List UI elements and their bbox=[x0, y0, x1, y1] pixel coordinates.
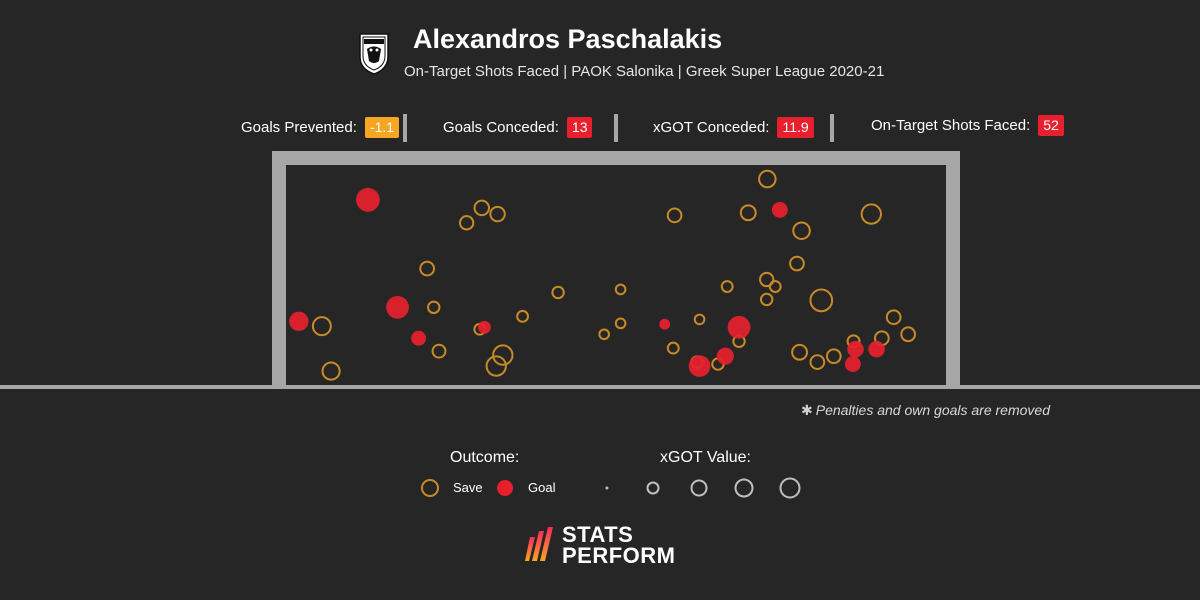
save-shot-point bbox=[693, 313, 706, 326]
save-shot-point bbox=[666, 341, 680, 355]
legend-size-marker bbox=[646, 481, 660, 495]
save-shot-point bbox=[614, 283, 627, 296]
goal-shot-point bbox=[844, 356, 861, 373]
stat-value: -1.1 bbox=[364, 116, 400, 138]
save-shot-point bbox=[900, 326, 917, 343]
stat-value: 13 bbox=[566, 116, 593, 138]
save-shot-point bbox=[768, 280, 782, 293]
goal-shot-point bbox=[847, 340, 864, 358]
save-shot-point bbox=[825, 348, 842, 365]
save-shot-point bbox=[759, 292, 774, 307]
save-shot-point bbox=[458, 215, 475, 231]
legend-save-marker bbox=[421, 479, 439, 497]
save-shot-point bbox=[759, 271, 775, 288]
save-shot-point bbox=[666, 207, 683, 224]
page-subtitle: On-Target Shots Faced | PAOK Salonika | … bbox=[404, 63, 885, 80]
legend-size-marker bbox=[605, 486, 609, 490]
goal-shot-point bbox=[659, 318, 671, 330]
save-shot-point bbox=[311, 316, 332, 337]
stat-divider bbox=[830, 114, 834, 142]
save-shot-point bbox=[860, 203, 882, 225]
legend bbox=[421, 477, 801, 499]
save-shot-point bbox=[809, 288, 834, 313]
stat-label: Goals Conceded: bbox=[443, 118, 559, 136]
stat-shots-faced: On-Target Shots Faced: 52 bbox=[871, 114, 1064, 136]
goal-shot-point bbox=[716, 347, 734, 365]
save-shot-point bbox=[614, 317, 627, 330]
save-shot-point bbox=[492, 344, 514, 366]
save-shot-point bbox=[551, 285, 565, 300]
save-shot-point bbox=[739, 204, 757, 222]
save-shot-point bbox=[792, 221, 811, 240]
goal-shot-point bbox=[727, 315, 751, 339]
save-shot-point bbox=[758, 169, 777, 189]
stats-perform-logo-text: STATS PERFORM bbox=[562, 522, 676, 568]
stat-divider bbox=[614, 114, 618, 142]
save-shot-point bbox=[321, 361, 341, 381]
goal-shot-point bbox=[411, 330, 427, 346]
stat-xgot-conceded: xGOT Conceded: 11.9 bbox=[653, 116, 814, 138]
goal-shot-point bbox=[688, 355, 711, 377]
save-shot-point bbox=[489, 205, 506, 223]
save-shot-point bbox=[720, 280, 734, 293]
stat-goals-prevented: Goals Prevented: -1.1 bbox=[241, 116, 400, 138]
stat-label: On-Target Shots Faced: bbox=[871, 116, 1031, 134]
save-shot-point bbox=[516, 309, 529, 323]
legend-size-marker bbox=[779, 477, 801, 499]
goal-shot-point bbox=[868, 340, 885, 358]
save-shot-point bbox=[431, 343, 447, 359]
goal-shot-point bbox=[771, 201, 788, 218]
legend-xgot-title: xGOT Value: bbox=[660, 449, 751, 466]
paok-crest-icon bbox=[359, 33, 389, 75]
save-shot-point bbox=[809, 354, 826, 370]
stat-divider bbox=[403, 114, 407, 142]
stat-goals-conceded: Goals Conceded: 13 bbox=[443, 116, 593, 138]
stat-value: 11.9 bbox=[777, 116, 814, 138]
goal-frame bbox=[272, 151, 960, 387]
save-shot-point bbox=[485, 355, 507, 377]
goal-shot-point bbox=[289, 311, 309, 332]
goal-shot-point bbox=[477, 320, 491, 334]
asterisk-icon: ✱ bbox=[801, 402, 813, 418]
page-title: Alexandros Paschalakis bbox=[413, 24, 723, 54]
goal-mouth-chart bbox=[0, 151, 1200, 389]
footnote-text: Penalties and own goals are removed bbox=[815, 402, 1050, 418]
logo-line-2: PERFORM bbox=[562, 543, 676, 568]
save-shot-point bbox=[885, 309, 902, 326]
save-shot-point bbox=[427, 300, 441, 315]
legend-size-marker bbox=[690, 479, 708, 497]
legend-outcome-title: Outcome: bbox=[450, 449, 520, 466]
stat-label: Goals Prevented: bbox=[241, 118, 357, 136]
legend-save-label: Save bbox=[453, 480, 483, 495]
save-shot-point bbox=[473, 199, 491, 217]
goal-shot-point bbox=[356, 187, 380, 212]
legend-size-marker bbox=[734, 478, 754, 498]
save-shot-point bbox=[791, 343, 809, 361]
legend-goal-marker bbox=[497, 480, 513, 496]
stats-perform-logo-icon bbox=[525, 527, 553, 561]
stat-value: 52 bbox=[1038, 114, 1064, 136]
legend-goal-label: Goal bbox=[528, 480, 556, 495]
save-shot-point bbox=[598, 328, 610, 341]
goal-shot-point bbox=[386, 295, 409, 319]
footnote: ✱ Penalties and own goals are removed bbox=[801, 402, 1050, 419]
save-shot-point bbox=[419, 260, 436, 277]
save-shot-point bbox=[789, 255, 805, 272]
logo-line-1: STATS bbox=[562, 522, 634, 547]
stat-label: xGOT Conceded: bbox=[653, 118, 770, 136]
